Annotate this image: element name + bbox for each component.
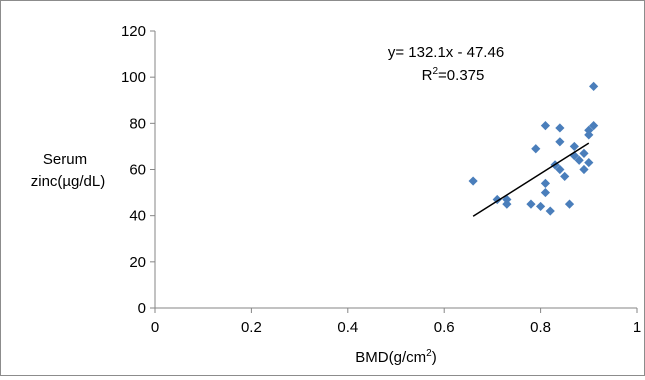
x-tick-label: 0.2: [241, 319, 262, 336]
data-point: [569, 141, 579, 152]
data-point: [560, 171, 570, 182]
data-point: [584, 130, 594, 140]
data-point: [555, 164, 565, 175]
data-point: [589, 81, 599, 91]
r-squared-superscript: 2: [432, 66, 438, 77]
y-tick-label: 20: [129, 254, 146, 271]
data-point: [531, 144, 541, 154]
data-point: [502, 199, 512, 209]
x-tick-label: 0.6: [434, 319, 455, 336]
data-point: [540, 178, 551, 188]
data-point: [492, 194, 502, 205]
data-point: [540, 187, 551, 198]
axes: [154, 31, 637, 309]
data-point: [526, 199, 536, 209]
y-tick-label: 40: [129, 208, 146, 225]
x-axis-label-end: ): [432, 349, 437, 366]
y-tick-label: 80: [129, 115, 146, 132]
trendline-equation: y= 132.1x - 47.46: [388, 44, 504, 61]
data-point: [579, 148, 589, 158]
x-tick-label: 0: [151, 319, 159, 336]
y-tick-label: 100: [121, 69, 146, 86]
y-tick-label: 60: [129, 162, 146, 179]
data-point: [540, 121, 551, 131]
r-squared-prefix: R: [422, 67, 433, 84]
data-point: [569, 151, 579, 161]
data-point: [536, 201, 546, 212]
data-point: [584, 125, 594, 135]
r-squared-value: =0.375: [438, 67, 484, 84]
data-point: [584, 157, 594, 168]
trendline: [472, 142, 590, 217]
x-ticks: 0 0.2 0.4 0.6 0.8 1: [151, 308, 641, 336]
data-point: [589, 121, 599, 131]
data-point: [468, 176, 478, 186]
data-point: [555, 137, 565, 147]
data-point: [564, 199, 575, 209]
data-point: [555, 123, 565, 133]
y-tick-label: 120: [121, 23, 146, 40]
x-tick-label: 1: [633, 319, 641, 336]
data-point: [545, 206, 555, 216]
x-axis-label-main: BMD(g/cm: [355, 349, 426, 366]
x-tick-label: 0.4: [337, 319, 358, 336]
y-axis-label-line2: zinc(µg/dL): [31, 173, 106, 190]
y-tick-label: 0: [138, 300, 146, 317]
data-point: [579, 164, 589, 175]
r-squared-annotation: R2=0.375: [422, 66, 485, 84]
y-axis-label-line1: Serum: [43, 151, 87, 168]
x-tick-label: 0.8: [530, 319, 551, 336]
x-axis-label: BMD(g/cm2): [355, 348, 436, 366]
y-ticks: 0 20 40 60 80 100 120: [121, 23, 155, 317]
x-axis-label-superscript: 2: [426, 348, 432, 359]
data-point: [574, 155, 584, 165]
